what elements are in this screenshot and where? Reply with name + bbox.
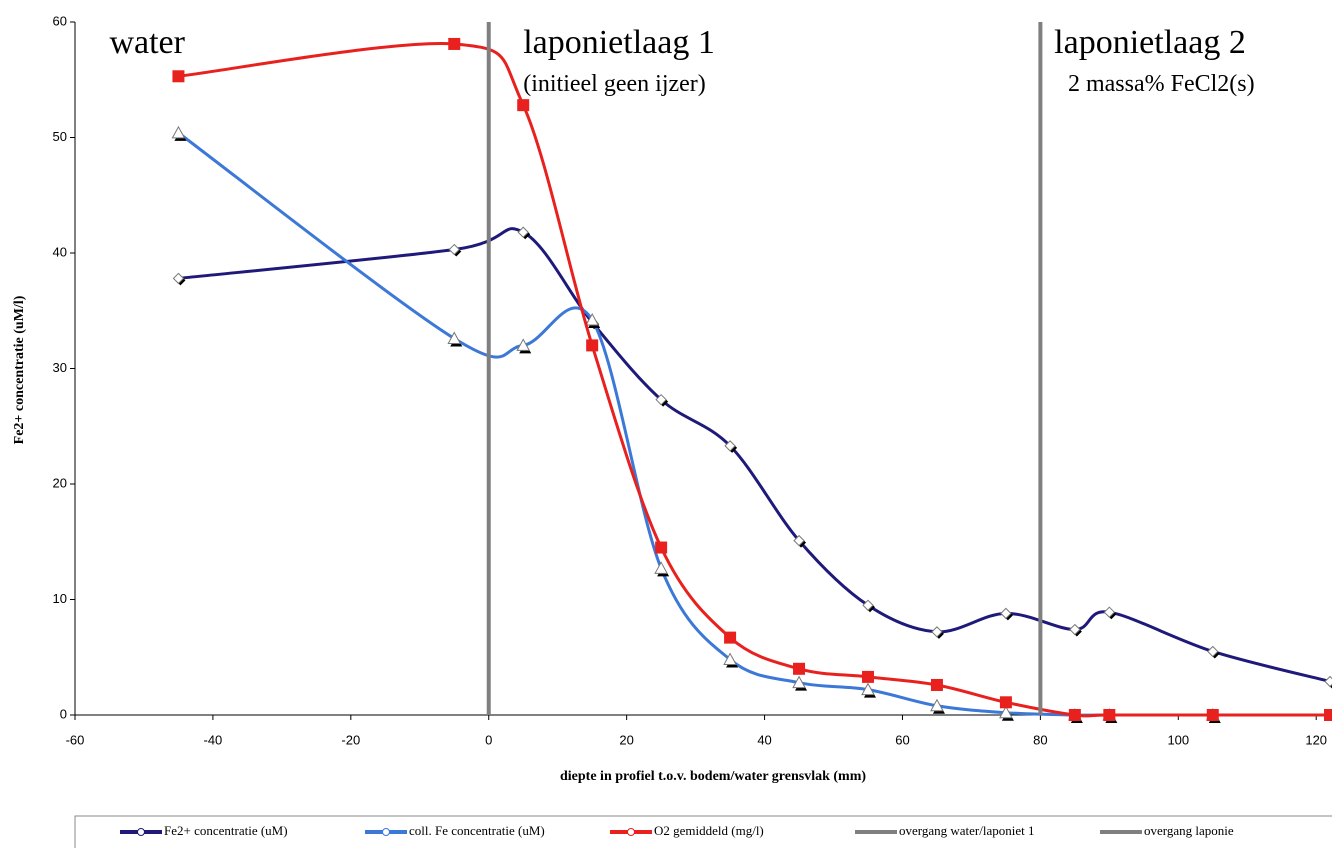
marker [861,682,875,696]
marker [724,631,737,644]
marker [999,705,1013,719]
legend-label: coll. Fe concentratie (uM) [409,823,545,838]
x-axis-label: diepte in profiel t.o.v. bodem/water gre… [560,769,866,784]
x-tick-label: 0 [485,732,492,747]
marker [448,37,461,50]
marker [448,243,460,256]
annotation: (initieel geen ijzer) [523,71,706,97]
annotation: 2 massa% FeCl2(s) [1068,71,1255,97]
marker [655,393,667,406]
marker [517,226,529,238]
legend-marker [137,828,145,836]
marker [1069,623,1081,636]
x-tick-label: 60 [895,732,909,747]
y-axis-label: Fe2+ concentratie (uM/l) [12,295,27,444]
y-tick-label: 60 [53,13,67,28]
x-tick-label: 40 [757,732,771,747]
y-tick-label: 30 [53,360,67,375]
marker [792,675,806,689]
legend-label: overgang laponie [1144,823,1234,838]
marker [586,339,599,352]
marker [723,652,737,666]
marker [171,125,186,139]
x-tick-label: -60 [66,732,85,747]
marker [862,599,874,611]
x-tick-label: -40 [204,732,223,747]
y-tick-label: 10 [53,591,67,606]
marker [930,678,943,691]
marker [1103,709,1116,721]
annotation: laponietlaag 1 [523,24,715,61]
y-tick-label: 40 [53,244,67,259]
series-line [178,227,1331,683]
marker [172,70,185,83]
y-tick-label: 0 [60,706,67,721]
marker [930,698,944,712]
marker [931,626,943,638]
marker [447,331,462,344]
marker [654,561,668,574]
marker [585,312,600,326]
legend-label: Fe2+ concentratie (uM) [164,823,288,838]
legend-marker [627,828,635,836]
marker [1207,645,1219,658]
annotation: water [109,24,185,61]
marker [1103,606,1116,618]
marker [793,662,806,675]
y-tick-label: 50 [53,129,67,144]
marker [516,338,531,351]
legend-marker [382,828,390,836]
marker [1324,675,1332,688]
x-tick-label: 120 [1305,732,1327,747]
series-line [178,41,1330,718]
series-line [177,131,1213,717]
x-tick-label: 80 [1033,732,1047,747]
marker [793,534,805,547]
x-tick-label: -20 [341,732,360,747]
marker [172,272,185,285]
annotation: laponietlaag 2 [1054,24,1246,61]
marker [517,99,530,112]
x-tick-label: 100 [1167,732,1189,747]
marker [861,670,874,683]
x-tick-label: 20 [619,732,633,747]
legend-label: O2 gemiddeld (mg/l) [654,823,764,838]
marker [999,696,1012,709]
marker [1324,709,1332,721]
marker [1000,607,1012,620]
marker [1068,709,1081,721]
y-tick-label: 20 [53,475,67,490]
legend-box [74,815,1332,848]
marker [1206,709,1219,721]
marker [724,440,736,452]
marker [655,541,668,554]
legend-label: overgang water/laponiet 1 [899,823,1035,838]
